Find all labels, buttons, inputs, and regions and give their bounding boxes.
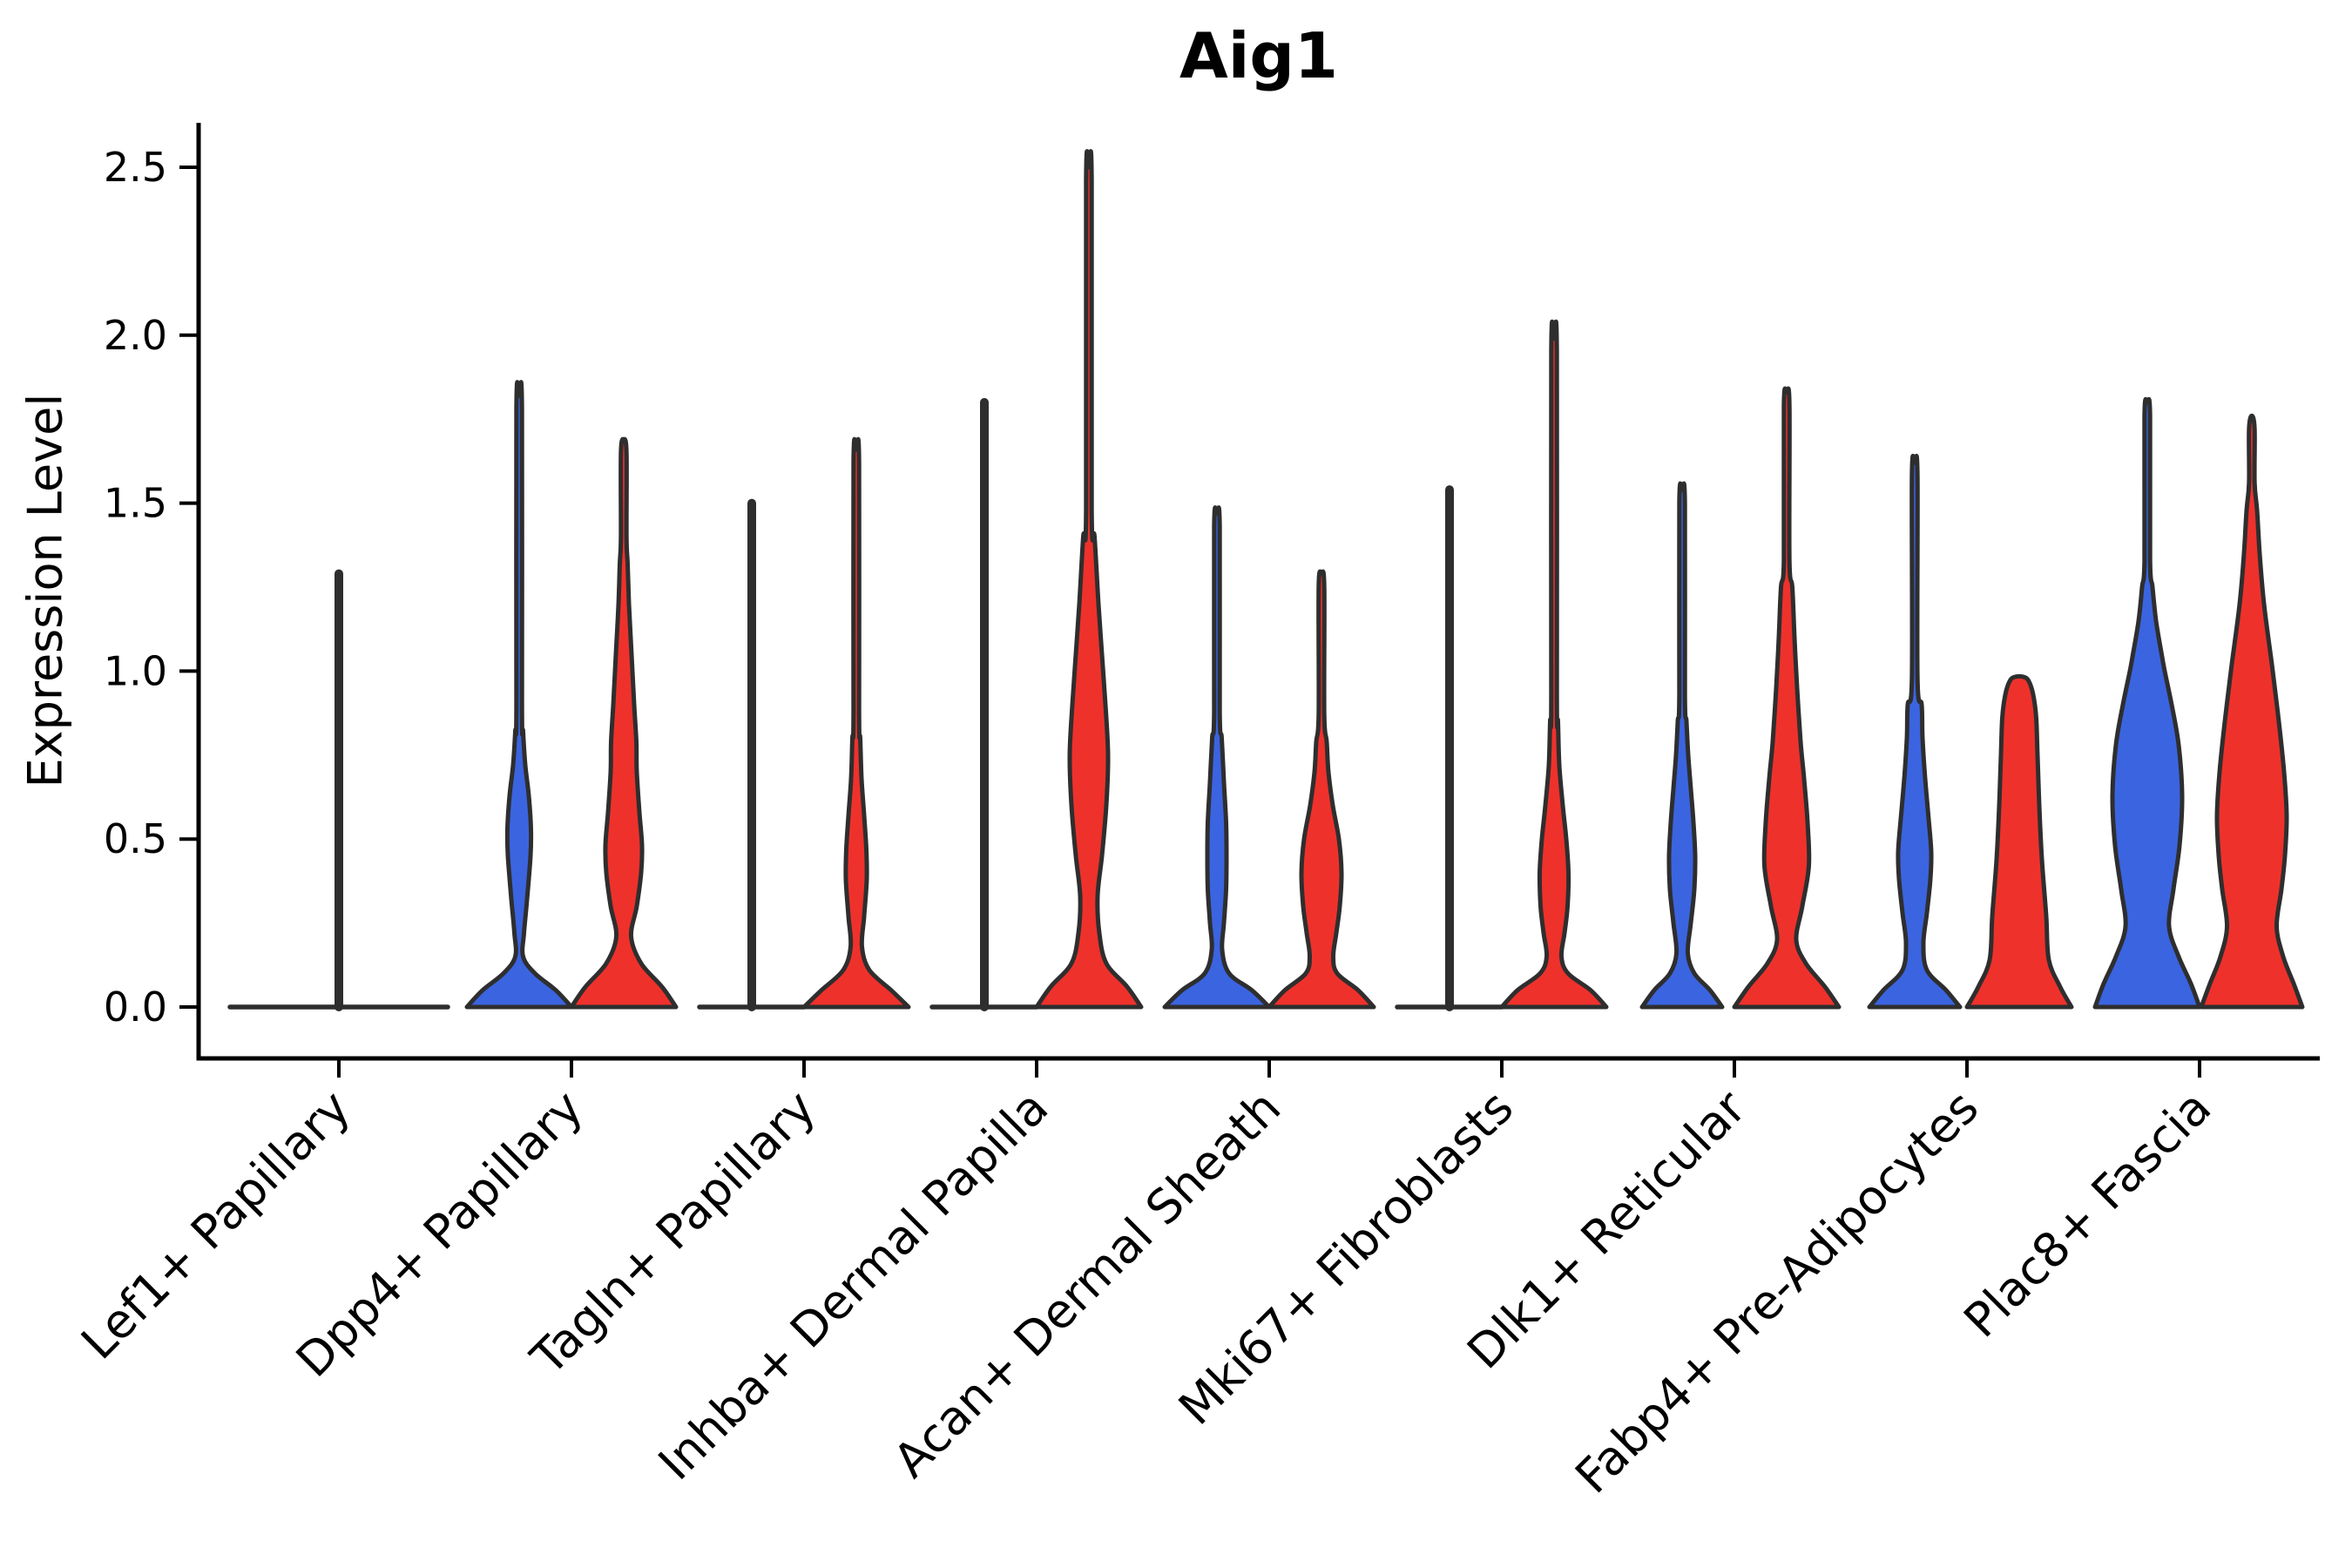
y-tick-label: 2.5: [104, 144, 167, 191]
chart-title: Aig1: [1179, 19, 1339, 92]
y-tick-label: 1.5: [104, 480, 167, 527]
y-tick-label: 2.0: [104, 312, 167, 359]
x-category-label: Fabp4+ Pre-Adipocytes: [1565, 1080, 1989, 1504]
violin-dlk1-reticular-blue: [1639, 481, 1725, 1010]
y-tick-label: 0.5: [104, 815, 167, 862]
violin-dpp4-papillary-blue: [464, 380, 574, 1010]
y-axis-label: Expression Level: [17, 393, 73, 788]
x-category-label: Plac8+ Fascia: [1953, 1080, 2221, 1348]
violin-fabp4-pre-adipocytes-red: [1964, 673, 2074, 1010]
violin-tagln-papillary-red: [801, 436, 911, 1010]
violin-inhba-dermal-papilla-red: [1034, 149, 1144, 1010]
x-category-label: Inhba+ Dermal Papilla: [648, 1080, 1058, 1490]
violin-dlk1-reticular-red: [1732, 386, 1842, 1010]
violin-acan-dermal-sheath-blue: [1162, 505, 1272, 1010]
violin-fabp4-pre-adipocytes-blue: [1867, 453, 1963, 1010]
violin-mki67-fibroblasts-red: [1499, 319, 1609, 1010]
y-tick-label: 1.0: [104, 647, 167, 694]
violin-plac8-fascia-red: [2199, 413, 2305, 1010]
x-category-label: Acan+ Dermal Sheath: [883, 1080, 1291, 1488]
y-tick-label: 0.0: [104, 983, 167, 1031]
violin-acan-dermal-sheath-red: [1267, 569, 1376, 1010]
violin-dpp4-papillary-red: [569, 436, 679, 1010]
violin-plac8-fascia-blue: [2092, 396, 2202, 1010]
